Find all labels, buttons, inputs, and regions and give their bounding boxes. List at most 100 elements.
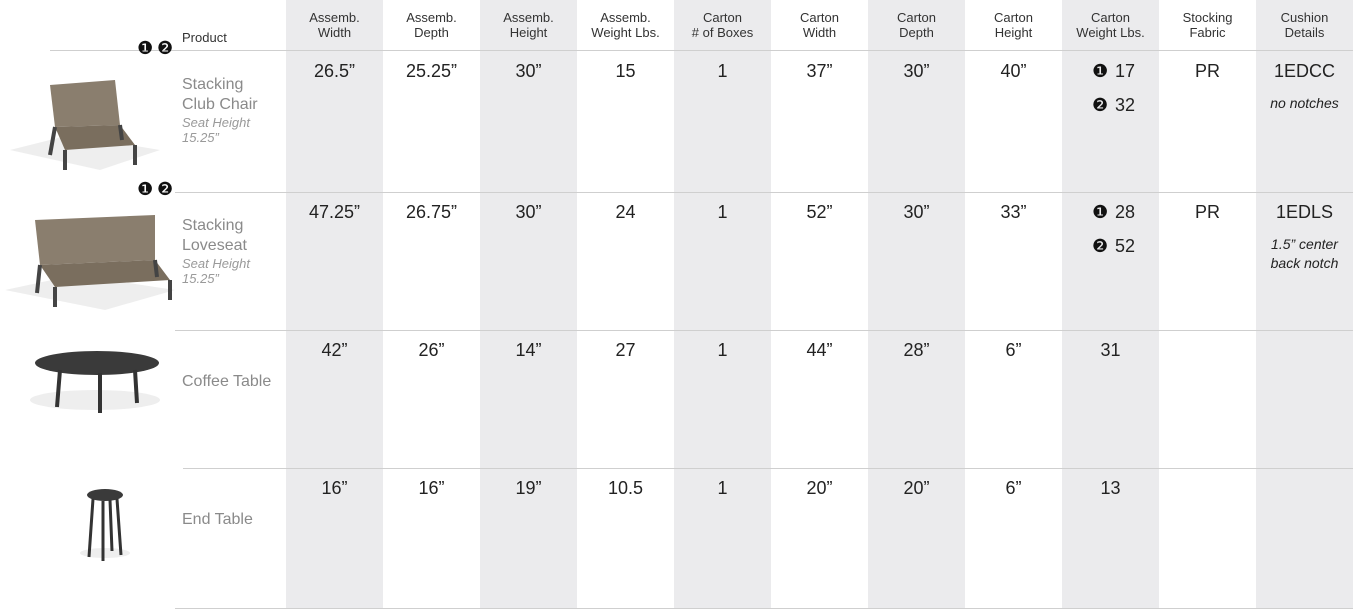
seat-height: 15.25” bbox=[182, 130, 219, 145]
header-label: Width bbox=[286, 25, 383, 40]
cell-value: 15 bbox=[577, 61, 674, 82]
shaded-column bbox=[286, 0, 383, 608]
header-label: Carton bbox=[771, 10, 868, 25]
cushion-note: back notch bbox=[1256, 254, 1353, 273]
cell-value: 1 bbox=[674, 340, 771, 361]
header-rule bbox=[50, 50, 1353, 51]
cell-value: 16” bbox=[383, 478, 480, 499]
header-product: Product bbox=[182, 30, 227, 45]
cushion-code: 1EDLS bbox=[1256, 202, 1353, 223]
cell-value: 13 bbox=[1062, 478, 1159, 499]
cell-value: 1 bbox=[674, 61, 771, 82]
shaded-column bbox=[1256, 0, 1353, 608]
loveseat-image bbox=[5, 205, 175, 315]
end-table-image bbox=[75, 485, 135, 565]
header-label: Carton bbox=[1062, 10, 1159, 25]
cell-value: 42” bbox=[286, 340, 383, 361]
cell-value: 30” bbox=[480, 202, 577, 223]
coffee-table-image bbox=[15, 345, 160, 420]
cell-value: 10.5 bbox=[577, 478, 674, 499]
cell-value: 30” bbox=[868, 202, 965, 223]
cushion-code: 1EDCC bbox=[1256, 61, 1353, 82]
header-label: Height bbox=[965, 25, 1062, 40]
cell-value: 6” bbox=[965, 478, 1062, 499]
cell-value: 28 bbox=[1115, 202, 1135, 223]
header-label: Carton bbox=[674, 10, 771, 25]
cell-value: 32 bbox=[1115, 95, 1135, 116]
header-label: Assemb. bbox=[383, 10, 480, 25]
cell-value: 44” bbox=[771, 340, 868, 361]
header-label: Stocking bbox=[1159, 10, 1256, 25]
cell-value: 6” bbox=[965, 340, 1062, 361]
spec-table: ProductAssemb.WidthAssemb.DepthAssemb.He… bbox=[0, 0, 1353, 610]
cell-value: 33” bbox=[965, 202, 1062, 223]
cell-value: 52 bbox=[1115, 236, 1135, 257]
cell-value: 26.75” bbox=[383, 202, 480, 223]
cushion-note: no notches bbox=[1256, 94, 1353, 113]
cell-value: 31 bbox=[1062, 340, 1159, 361]
cell-value: 28” bbox=[868, 340, 965, 361]
cell-value: 30” bbox=[480, 61, 577, 82]
cell-value: 14” bbox=[480, 340, 577, 361]
cell-value: PR bbox=[1159, 61, 1256, 82]
header-label: Assemb. bbox=[577, 10, 674, 25]
header-label: Depth bbox=[868, 25, 965, 40]
cell-value: 40” bbox=[965, 61, 1062, 82]
header-label: Carton bbox=[868, 10, 965, 25]
number-badge: ❷ bbox=[157, 179, 173, 200]
shaded-column bbox=[1062, 0, 1159, 608]
product-name: Coffee Table bbox=[182, 372, 271, 392]
shaded-column bbox=[480, 0, 577, 608]
row-rule bbox=[175, 192, 1353, 193]
header-label: Carton bbox=[965, 10, 1062, 25]
header-label: Fabric bbox=[1159, 25, 1256, 40]
product-name: Stacking bbox=[182, 75, 243, 95]
cushion-note: 1.5” center bbox=[1256, 235, 1353, 254]
cell-value: 37” bbox=[771, 61, 868, 82]
bottom-rule bbox=[175, 608, 1353, 609]
number-badge: ❷ bbox=[1092, 95, 1108, 116]
shaded-column bbox=[868, 0, 965, 608]
product-name: Club Chair bbox=[182, 95, 258, 115]
cell-value: 27 bbox=[577, 340, 674, 361]
header-label: Assemb. bbox=[480, 10, 577, 25]
header-label: Depth bbox=[383, 25, 480, 40]
seat-height: Seat Height bbox=[182, 115, 250, 130]
header-label: # of Boxes bbox=[674, 25, 771, 40]
cell-value: 19” bbox=[480, 478, 577, 499]
number-badge: ❶ bbox=[137, 38, 153, 59]
cell-value: 52” bbox=[771, 202, 868, 223]
number-badge: ❷ bbox=[157, 38, 173, 59]
number-badge: ❶ bbox=[1092, 61, 1108, 82]
cell-value: 17 bbox=[1115, 61, 1135, 82]
row-rule bbox=[183, 468, 1353, 469]
shaded-column bbox=[674, 0, 771, 608]
seat-height: Seat Height bbox=[182, 256, 250, 271]
cell-value: 26” bbox=[383, 340, 480, 361]
cell-value: 24 bbox=[577, 202, 674, 223]
header-label: Details bbox=[1256, 25, 1353, 40]
header-label: Assemb. bbox=[286, 10, 383, 25]
row-rule bbox=[175, 330, 1353, 331]
header-label: Weight Lbs. bbox=[1062, 25, 1159, 40]
header-label: Width bbox=[771, 25, 868, 40]
seat-height: 15.25” bbox=[182, 271, 219, 286]
number-badge: ❶ bbox=[1092, 202, 1108, 223]
product-name: Loveseat bbox=[182, 236, 247, 256]
number-badge: ❶ bbox=[137, 179, 153, 200]
cell-value: 20” bbox=[868, 478, 965, 499]
cell-value: 25.25” bbox=[383, 61, 480, 82]
cell-value: 26.5” bbox=[286, 61, 383, 82]
cell-value: PR bbox=[1159, 202, 1256, 223]
cell-value: 16” bbox=[286, 478, 383, 499]
product-name: End Table bbox=[182, 510, 253, 530]
number-badge: ❷ bbox=[1092, 236, 1108, 257]
header-label: Cushion bbox=[1256, 10, 1353, 25]
cell-value: 1 bbox=[674, 202, 771, 223]
cell-value: 30” bbox=[868, 61, 965, 82]
cell-value: 20” bbox=[771, 478, 868, 499]
club-chair-image bbox=[10, 65, 160, 175]
header-label: Weight Lbs. bbox=[577, 25, 674, 40]
product-name: Stacking bbox=[182, 216, 243, 236]
header-label: Height bbox=[480, 25, 577, 40]
